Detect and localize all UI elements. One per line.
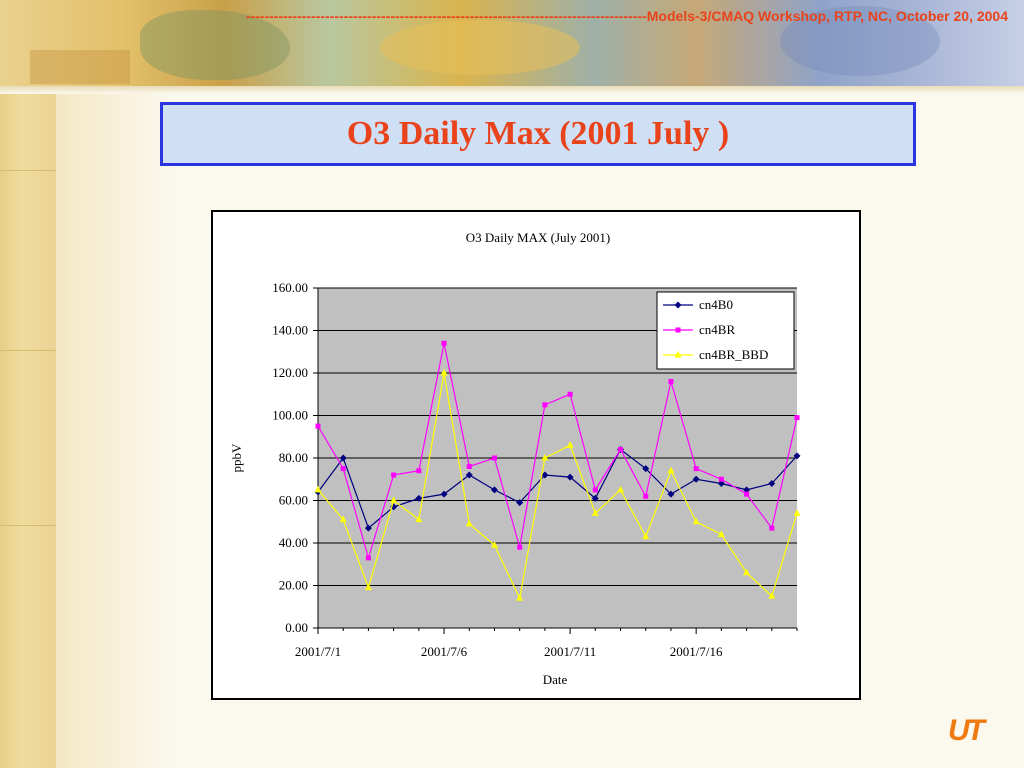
data-point-cn4BR	[491, 455, 497, 461]
data-point-cn4B0	[339, 454, 347, 462]
data-point-cn4B0	[490, 486, 498, 494]
line-chart: O3 Daily MAX (July 2001) 0.00 20.00 40.00 60…	[229, 230, 801, 687]
background-fade	[56, 0, 176, 768]
x-axis-label: Date	[543, 672, 568, 687]
x-tick-label: 2001/7/11	[544, 644, 596, 659]
data-point-cn4BR	[466, 464, 472, 469]
slide-title-box: O3 Daily Max (2001 July )	[160, 102, 916, 166]
data-point-cn4BR_BBD	[490, 541, 498, 548]
y-tick-label: 0.00	[285, 620, 308, 635]
data-point-cn4BR_BBD	[440, 369, 448, 376]
data-point-cn4BR	[592, 487, 598, 493]
data-point-cn4BR	[668, 379, 674, 384]
ut-logo: UT	[948, 714, 985, 747]
data-point-cn4BR_BBD	[743, 568, 751, 576]
data-point-cn4B0	[566, 473, 574, 481]
y-tick-label: 40.00	[279, 535, 308, 550]
y-tick-label: 20.00	[279, 578, 308, 593]
legend-marker-cn4B0	[674, 301, 682, 309]
workshop-header: ----------------------------------------…	[80, 8, 1008, 28]
data-point-cn4BR	[542, 402, 548, 408]
legend-marker-cn4BR	[675, 327, 681, 333]
series-line-cn4BR	[317, 343, 798, 561]
data-point-cn4BR	[416, 468, 422, 474]
data-point-cn4B0	[440, 490, 448, 498]
x-tick-label: 2001/7/1	[295, 644, 341, 659]
y-tick-label: 80.00	[279, 450, 308, 465]
data-point-cn4BR_BBD	[415, 515, 423, 523]
data-point-cn4B0	[642, 465, 650, 473]
header-title: Models-3/CMAQ Workshop, RTP, NC, October…	[646, 8, 1008, 24]
x-tick-label: 2001/7/6	[421, 644, 468, 659]
y-tick-label: 140.00	[272, 323, 308, 338]
data-point-cn4BR	[643, 493, 649, 499]
data-point-cn4BR	[517, 544, 523, 550]
data-point-cn4BR	[365, 555, 371, 561]
slide-title: O3 Daily Max (2001 July )	[346, 115, 730, 152]
legend-label-cn4BR: cn4BR	[699, 322, 735, 337]
data-point-cn4B0	[667, 490, 675, 498]
data-point-cn4BR	[340, 466, 346, 472]
y-axis-label: ppbV	[229, 443, 244, 473]
data-point-cn4BR	[315, 423, 321, 429]
data-point-cn4BR_BBD	[793, 509, 801, 516]
data-point-cn4BR	[567, 391, 573, 397]
series-line-cn4B0	[317, 448, 798, 530]
y-tick-label: 160.00	[272, 280, 308, 295]
legend-marker-cn4BR_BBD	[674, 351, 682, 358]
data-point-cn4BR_BBD	[390, 496, 398, 503]
data-point-cn4BR	[769, 525, 775, 531]
data-point-cn4B0	[692, 475, 700, 483]
legend-label-cn4BR_BBD: cn4BR_BBD	[699, 347, 768, 362]
data-point-cn4BR_BBD	[314, 485, 322, 493]
data-point-cn4BR_BBD	[516, 594, 524, 601]
top-banner-image	[0, 0, 1024, 86]
data-point-cn4BR_BBD	[591, 509, 599, 516]
data-point-cn4BR_BBD	[364, 583, 372, 591]
y-tick-label: 100.00	[272, 408, 308, 423]
data-point-cn4B0	[591, 494, 599, 502]
data-point-cn4BR_BBD	[566, 441, 574, 448]
data-point-cn4BR	[794, 415, 800, 421]
data-point-cn4BR	[718, 476, 724, 482]
y-tick-label: 120.00	[272, 365, 308, 380]
data-point-cn4BR	[441, 340, 447, 346]
data-point-cn4B0	[768, 480, 776, 487]
data-point-cn4BR_BBD	[768, 592, 776, 599]
chart-title: O3 Daily MAX (July 2001)	[466, 230, 610, 245]
data-point-cn4BR_BBD	[465, 519, 473, 527]
data-point-cn4BR	[618, 447, 624, 452]
data-point-cn4BR	[744, 491, 750, 497]
data-point-cn4BR	[693, 466, 699, 472]
series-line-cn4BR_BBD	[317, 372, 798, 601]
data-point-cn4B0	[541, 471, 549, 479]
data-point-cn4BR	[391, 472, 397, 478]
chart-frame: O3 Daily MAX (July 2001) 0.00 20.00 40.00 60…	[211, 210, 861, 700]
legend-label-cn4B0: cn4B0	[699, 297, 733, 312]
left-decorative-strip	[0, 0, 56, 768]
data-point-cn4BR_BBD	[717, 530, 725, 537]
data-point-cn4B0	[516, 499, 524, 507]
data-point-cn4B0	[415, 494, 423, 502]
x-tick-label: 2001/7/16	[670, 644, 723, 659]
data-point-cn4B0	[793, 452, 801, 460]
data-point-cn4BR_BBD	[692, 517, 700, 525]
data-point-cn4BR_BBD	[541, 454, 549, 461]
data-point-cn4B0	[364, 524, 372, 532]
header-dashes: ----------------------------------------…	[245, 8, 647, 24]
y-tick-label: 60.00	[279, 493, 308, 508]
data-point-cn4B0	[465, 471, 473, 479]
data-point-cn4BR_BBD	[667, 466, 675, 474]
data-point-cn4BR_BBD	[339, 515, 347, 523]
data-point-cn4BR_BBD	[617, 485, 625, 493]
data-point-cn4BR_BBD	[642, 532, 650, 540]
